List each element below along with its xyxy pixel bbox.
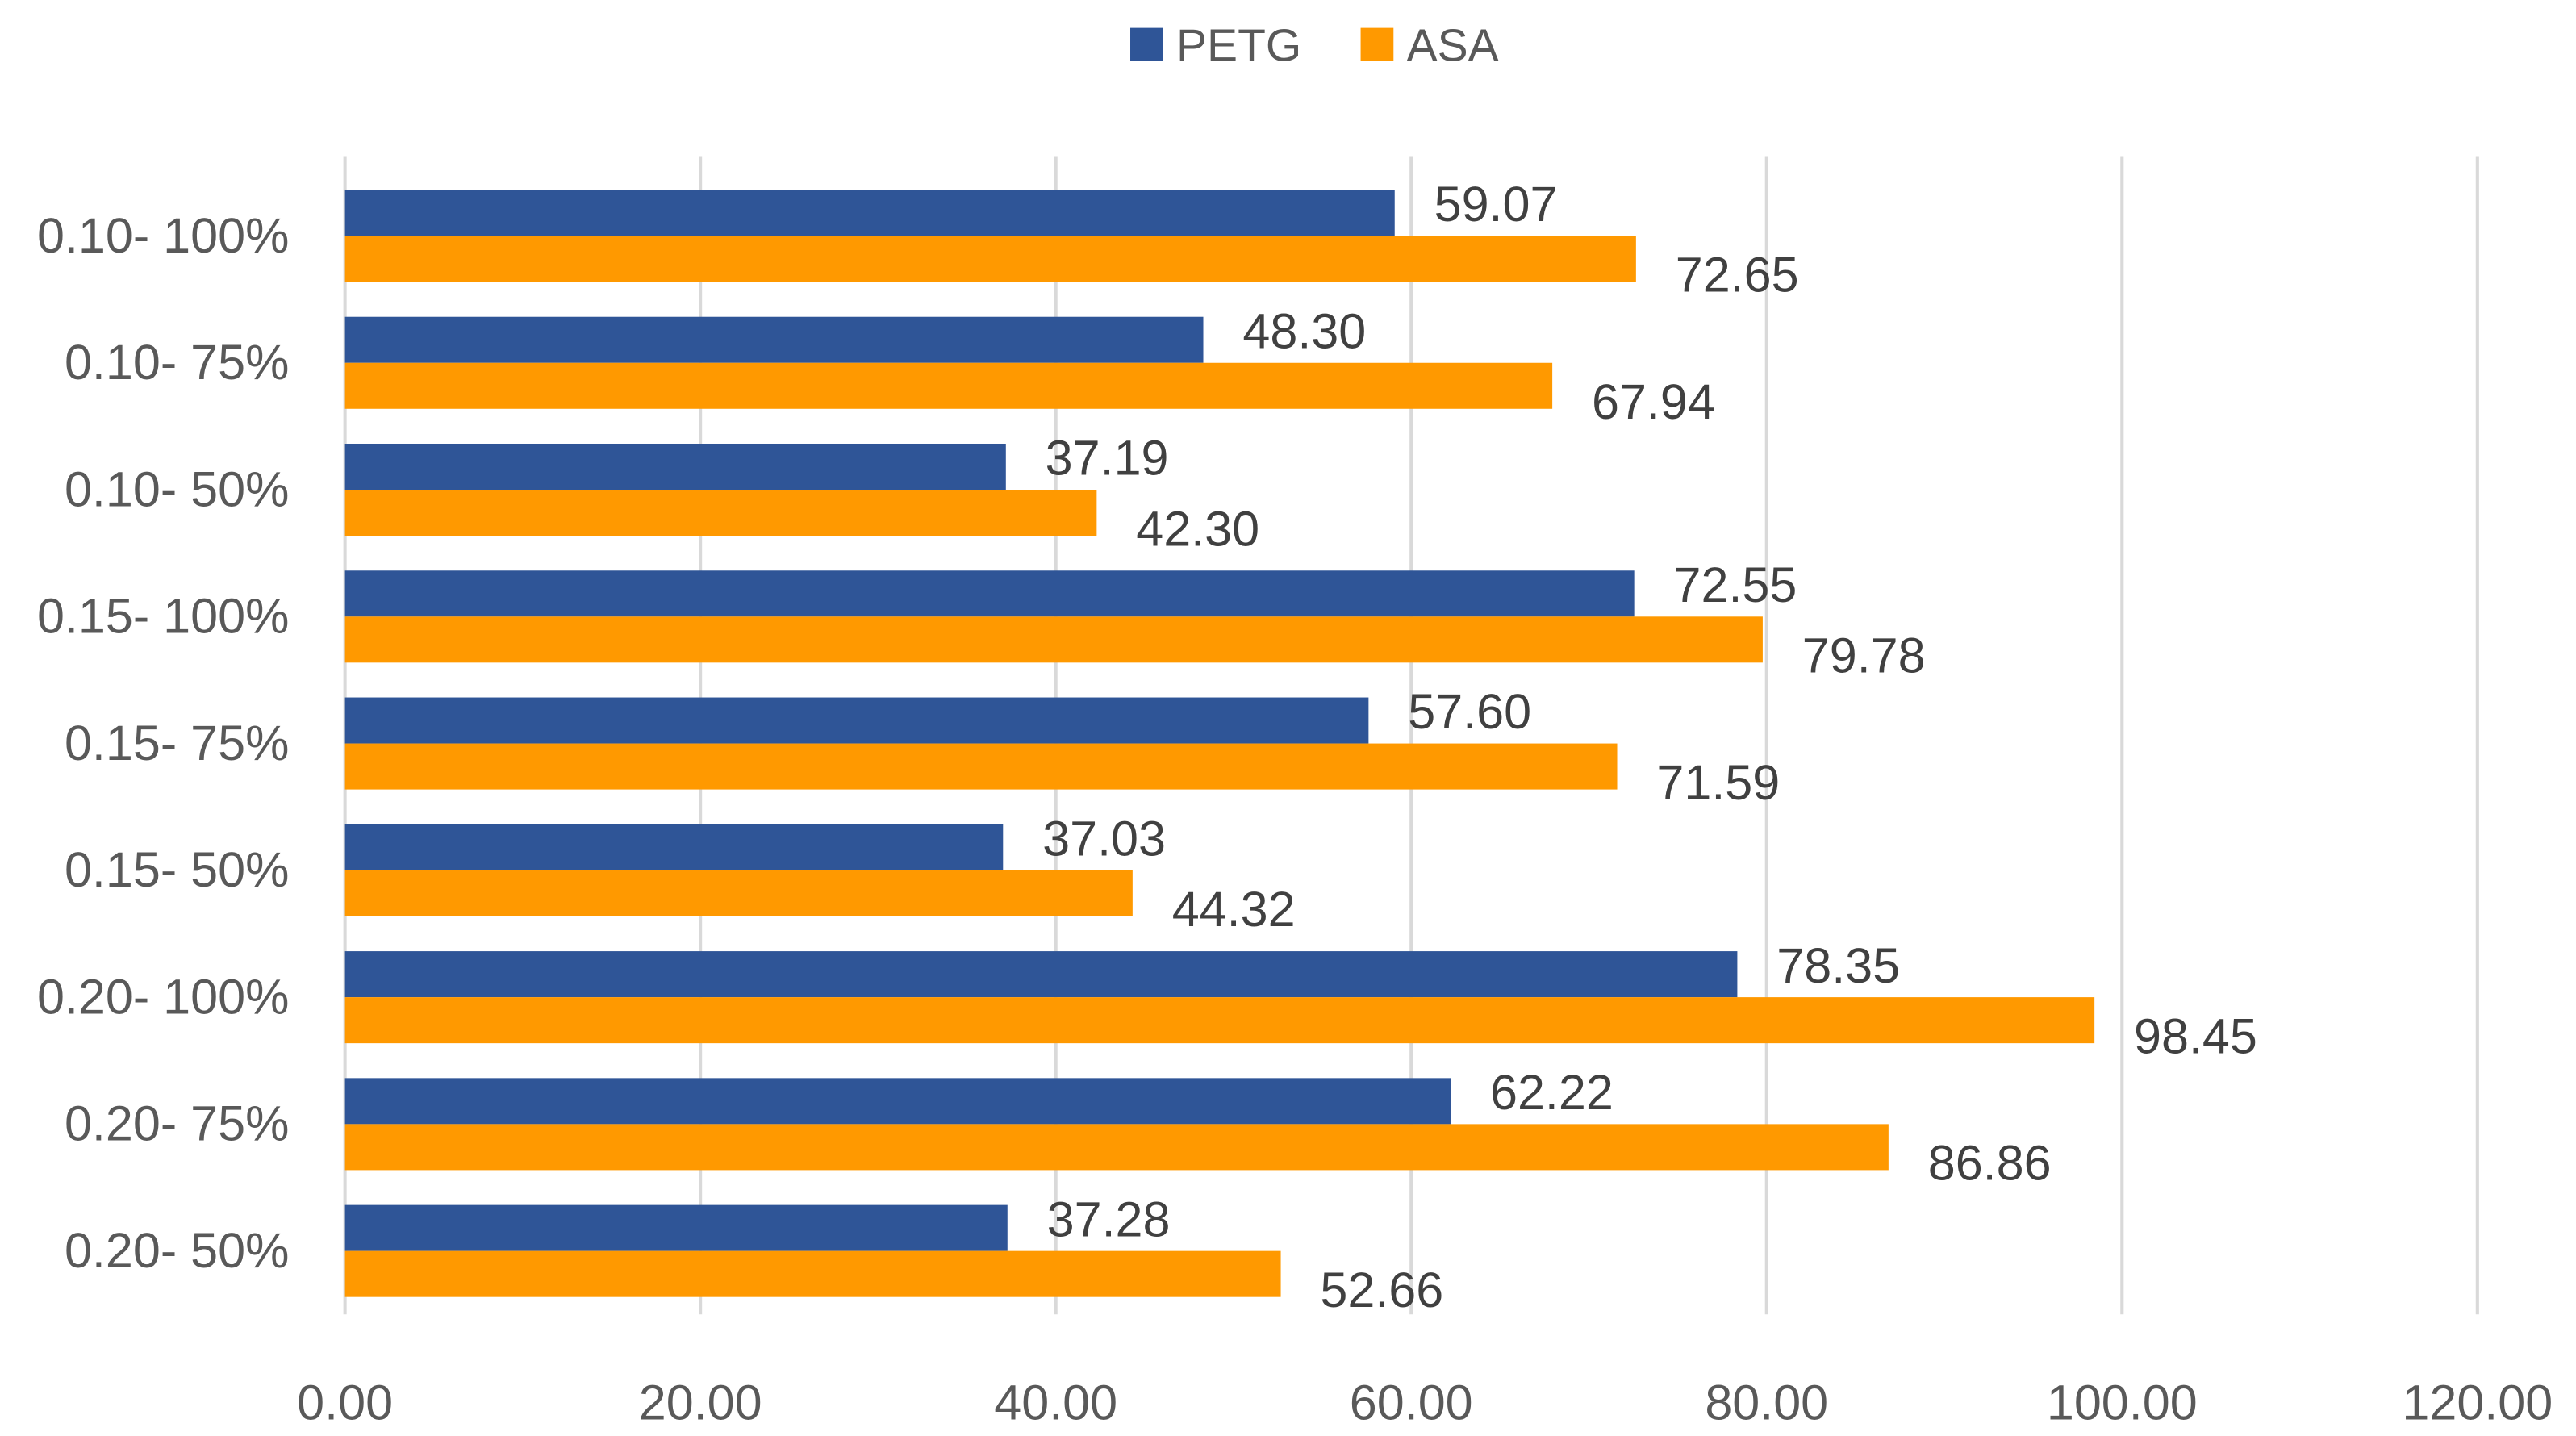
data-label: 72.65 <box>1676 248 1799 303</box>
data-label: 52.66 <box>1320 1263 1443 1317</box>
category-label: 0.20- 75% <box>65 1096 289 1151</box>
bar-petg <box>344 824 1004 870</box>
bar-asa <box>344 362 1553 409</box>
bar-asa <box>344 743 1618 790</box>
bar-petg <box>344 570 1635 617</box>
bar-petg <box>344 1078 1451 1125</box>
category-label: 0.10- 50% <box>65 461 289 516</box>
category-label: 0.10- 75% <box>65 335 289 390</box>
bar-asa <box>344 1124 1889 1171</box>
x-tick-label: 120.00 <box>2402 1375 2553 1430</box>
bar-petg <box>344 951 1738 998</box>
x-tick-label: 80.00 <box>1705 1375 1828 1430</box>
category-label: 0.20- 100% <box>37 969 289 1024</box>
category-label: 0.10- 100% <box>37 208 289 263</box>
data-label: 62.22 <box>1490 1065 1614 1120</box>
data-label: 57.60 <box>1408 684 1531 739</box>
data-labels: 59.07 72.65 48.30 67.94 37.19 42.30 72.5579.78… <box>1042 177 2257 1317</box>
legend-label: PETG <box>1176 19 1301 71</box>
legend-swatch-petg <box>1130 27 1163 61</box>
category-axis: 0.10- 100% 0.10- 75% 0.10- 50% 0.15- 100% 0.… <box>37 208 289 1278</box>
data-label: 79.78 <box>1802 628 1926 683</box>
data-label: 67.94 <box>1592 374 1715 429</box>
bar-petg <box>344 697 1369 744</box>
value-axis: 0.00 20.00 40.00 60.00 80.00 100.00 120.00 <box>297 1375 2553 1430</box>
data-label: 86.86 <box>1928 1136 2052 1191</box>
bar-petg <box>344 1204 1008 1251</box>
bar-asa <box>344 997 2095 1044</box>
bar-asa <box>344 616 1763 663</box>
bar-petg <box>344 316 1204 363</box>
x-tick-label: 20.00 <box>639 1375 762 1430</box>
x-tick-label: 0.00 <box>297 1375 393 1430</box>
bar-asa <box>344 236 1636 282</box>
data-label: 37.03 <box>1042 812 1166 866</box>
category-label: 0.20- 50% <box>65 1223 289 1278</box>
legend-swatch-asa <box>1360 27 1394 61</box>
data-label: 37.28 <box>1047 1192 1171 1246</box>
x-tick-label: 40.00 <box>994 1375 1117 1430</box>
x-tick-label: 60.00 <box>1350 1375 1473 1430</box>
data-label: 59.07 <box>1434 177 1558 232</box>
data-label: 44.32 <box>1172 882 1296 937</box>
data-label: 48.30 <box>1242 303 1366 358</box>
x-tick-label: 100.00 <box>2047 1375 2198 1430</box>
category-label: 0.15- 100% <box>37 589 289 644</box>
legend: PETG ASA <box>1130 19 1499 71</box>
bars <box>344 190 2095 1297</box>
data-label: 37.19 <box>1046 431 1169 486</box>
legend-label: ASA <box>1407 19 1499 71</box>
data-label: 71.59 <box>1656 755 1780 810</box>
bar-asa <box>344 870 1133 916</box>
category-label: 0.15- 50% <box>65 842 289 897</box>
category-label: 0.15- 75% <box>65 716 289 770</box>
data-label: 98.45 <box>2134 1008 2257 1063</box>
bar-petg <box>344 443 1006 490</box>
data-label: 72.55 <box>1674 557 1797 612</box>
data-label: 42.30 <box>1136 501 1259 556</box>
bar-petg <box>344 190 1395 236</box>
bar-asa <box>344 490 1097 536</box>
data-label: 78.35 <box>1776 938 1900 993</box>
bar-asa <box>344 1250 1281 1297</box>
